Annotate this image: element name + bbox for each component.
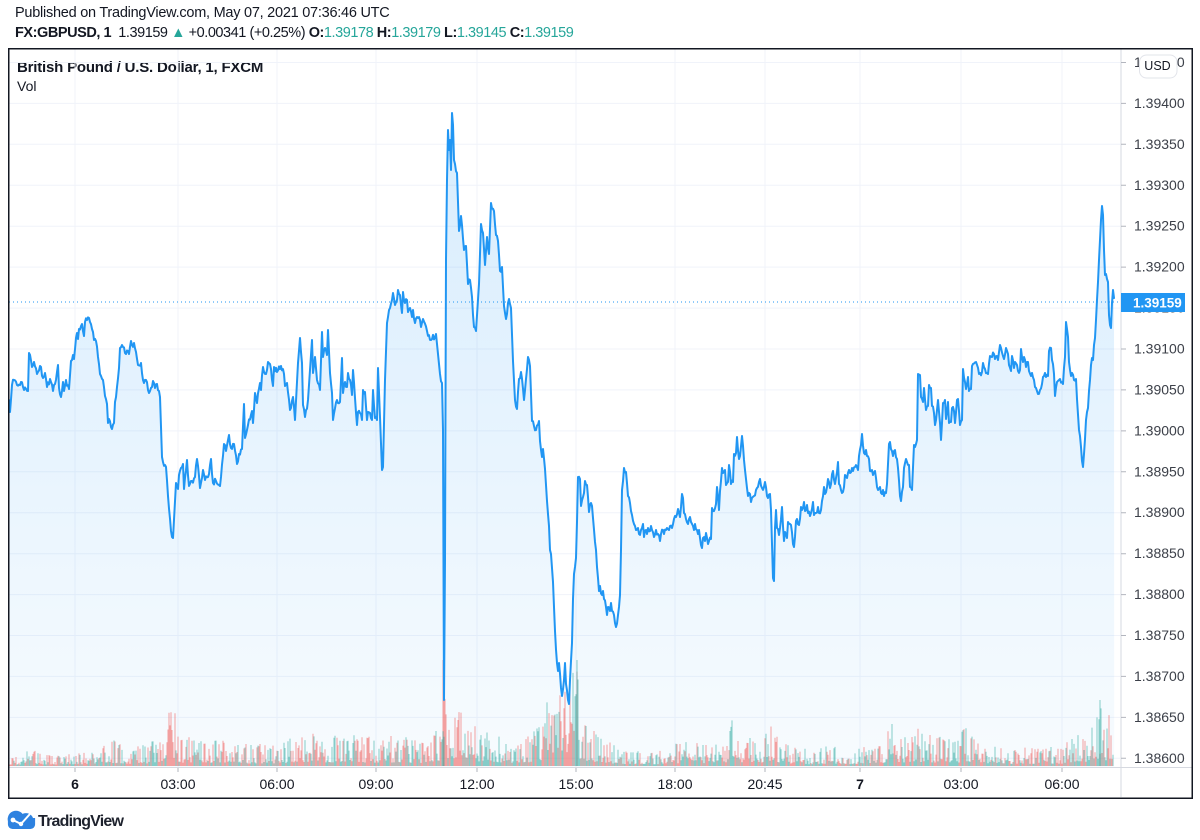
svg-text:1.39000: 1.39000	[1134, 422, 1185, 438]
svg-text:1.39159: 1.39159	[1133, 296, 1182, 311]
svg-text:1.39400: 1.39400	[1134, 95, 1185, 111]
svg-text:09:00: 09:00	[358, 776, 393, 792]
svg-text:1.39100: 1.39100	[1134, 341, 1185, 357]
svg-text:1.38650: 1.38650	[1134, 709, 1185, 725]
svg-text:1.38600: 1.38600	[1134, 750, 1185, 766]
svg-text:12:00: 12:00	[459, 776, 494, 792]
svg-text:06:00: 06:00	[1044, 776, 1079, 792]
svg-text:03:00: 03:00	[160, 776, 195, 792]
svg-text:1.38800: 1.38800	[1134, 586, 1185, 602]
svg-text:USD: USD	[1144, 59, 1170, 73]
svg-text:7: 7	[856, 776, 864, 792]
svg-text:1.39050: 1.39050	[1134, 381, 1185, 397]
svg-text:1.39300: 1.39300	[1134, 177, 1185, 193]
svg-text:1.38750: 1.38750	[1134, 627, 1185, 643]
svg-text:1.38900: 1.38900	[1134, 504, 1185, 520]
svg-text:1.39250: 1.39250	[1134, 218, 1185, 234]
svg-text:6: 6	[71, 776, 79, 792]
svg-text:06:00: 06:00	[259, 776, 294, 792]
svg-text:15:00: 15:00	[558, 776, 593, 792]
svg-text:1.39350: 1.39350	[1134, 136, 1185, 152]
svg-text:1.38950: 1.38950	[1134, 463, 1185, 479]
svg-text:1.39200: 1.39200	[1134, 259, 1185, 275]
svg-text:1.38700: 1.38700	[1134, 668, 1185, 684]
svg-text:18:00: 18:00	[657, 776, 692, 792]
svg-text:03:00: 03:00	[943, 776, 978, 792]
svg-text:1.38850: 1.38850	[1134, 545, 1185, 561]
svg-text:20:45: 20:45	[747, 776, 782, 792]
